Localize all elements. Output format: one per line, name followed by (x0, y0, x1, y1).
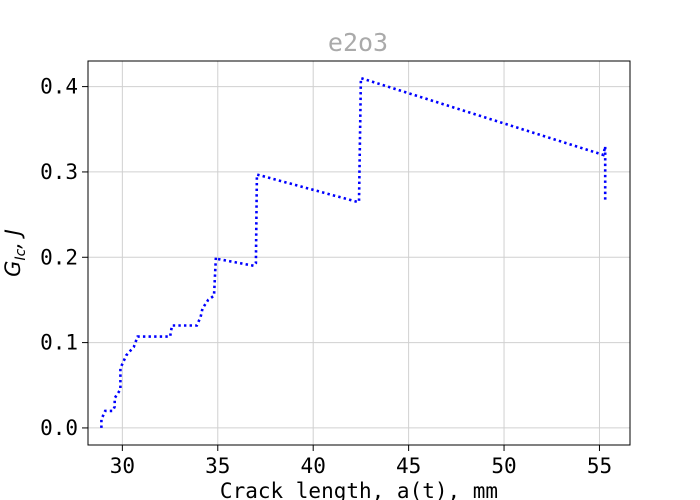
x-tick-label: 35 (205, 454, 230, 478)
y-tick-label: 0.1 (40, 331, 78, 355)
y-tick-label: 0.2 (40, 245, 78, 269)
grid (88, 61, 630, 445)
x-axis: 30 35 40 45 50 55 (110, 445, 612, 478)
series-layer (100, 76, 607, 428)
x-tick-label: 50 (491, 454, 516, 478)
y-axis-title: GIc, J (1, 229, 29, 277)
y-axis-title-main: G (1, 261, 25, 277)
y-tick-label: 0.3 (40, 160, 78, 184)
x-tick-label: 45 (396, 454, 421, 478)
x-axis-title: Crack length, a(t), mm (220, 479, 498, 500)
plot-frame (87, 60, 631, 446)
y-tick-label: 0.0 (40, 416, 78, 440)
y-tick-label: 0.4 (40, 75, 78, 99)
x-tick-label: 30 (110, 454, 135, 478)
y-axis-title-sub: Ic (13, 248, 29, 260)
chart-title: e2o3 (328, 28, 388, 57)
series-line (100, 76, 607, 428)
y-axis-title-rest: , J (1, 229, 25, 249)
x-tick-label: 40 (301, 454, 326, 478)
x-tick-label: 55 (587, 454, 612, 478)
y-axis: 0.0 0.1 0.2 0.3 0.4 (40, 75, 88, 440)
